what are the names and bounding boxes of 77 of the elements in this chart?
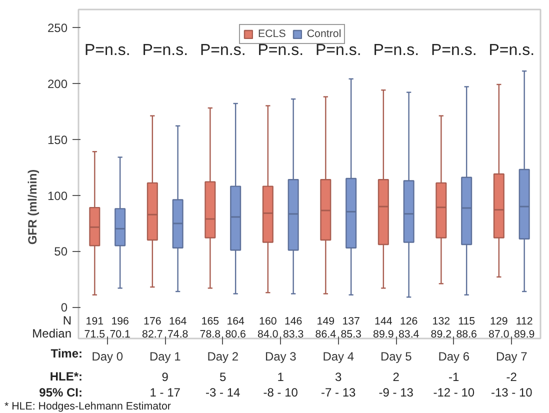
y-tick-label: 250 [47, 20, 68, 35]
x-tick-label: Day 3 [264, 350, 297, 364]
text: -7 - 13 [321, 386, 356, 400]
y-tick-label: 0 [60, 300, 68, 315]
text: 89.2 [430, 328, 452, 340]
text: -8 - 10 [263, 386, 298, 400]
annotation: 196 [111, 316, 130, 328]
text: 1 - 17 [150, 386, 181, 400]
annotation: P=n.s. [373, 42, 420, 59]
text: 85.3 [340, 328, 362, 340]
legend-label: Control [306, 28, 342, 40]
x-axis-title: Time: [50, 346, 83, 360]
annotation: P=n.s. [488, 42, 535, 59]
y-tick-label: 200 [47, 76, 68, 91]
text: 84.0 [258, 328, 278, 340]
annotation: P=n.s. [258, 42, 304, 59]
annotation: P=n.s. [200, 42, 246, 59]
annotation: 146 [284, 316, 302, 328]
text: 89.9 [373, 328, 394, 340]
annotation: 126 [400, 316, 418, 328]
annotation: 191 [86, 316, 104, 328]
annotation: 132 [432, 316, 450, 328]
text: 9 [162, 370, 169, 384]
text: Median [32, 326, 72, 340]
annotation: 149 [316, 316, 335, 328]
annotation: 115 [458, 316, 476, 328]
annotation: P=n.s. [84, 42, 130, 59]
annotation: 144 [374, 316, 392, 328]
annotation: 176 [144, 316, 162, 328]
x-tick-label: Day 1 [149, 350, 182, 364]
annotation: P=n.s. [142, 42, 188, 59]
text: 2 [392, 370, 400, 384]
text: -2 [506, 370, 518, 384]
x-tick-label: Day 0 [92, 350, 124, 364]
text: 82.7 [142, 328, 163, 340]
annotation: 164 [226, 316, 245, 328]
text: * HLE: Hodges-Lehmann Estimator [4, 400, 172, 412]
text: 83.4 [398, 328, 420, 340]
annotation: 164 [168, 316, 187, 328]
text: 95% CI: [39, 386, 83, 400]
annotation: P=n.s. [430, 42, 477, 59]
x-tick-label: Day 5 [380, 350, 412, 364]
annotation: 112 [516, 316, 533, 328]
annotation: 129 [490, 316, 508, 328]
y-tick-label: 150 [47, 132, 68, 147]
text: 88.6 [456, 328, 477, 340]
x-tick-label: Day 2 [207, 350, 239, 364]
annotation: 137 [342, 316, 360, 328]
text: HLE*: [50, 370, 83, 384]
x-tick-label: Day 4 [322, 350, 354, 364]
text: 70.1 [110, 328, 130, 340]
text: -12 - 10 [433, 386, 475, 400]
text: N [62, 314, 72, 328]
text: 80.6 [225, 328, 246, 340]
text: 86.4 [315, 328, 336, 340]
x-tick-label: Day 6 [438, 350, 470, 364]
text: 89.9 [514, 328, 535, 340]
y-axis-title: GFR (ml/min) [25, 169, 40, 245]
text: 87.0 [488, 328, 510, 340]
legend-label: ECLS [258, 28, 286, 40]
text: 83.3 [282, 328, 304, 340]
annotation: 160 [259, 316, 277, 328]
y-tick-label: 50 [54, 244, 68, 259]
text: -13 - 10 [490, 386, 533, 400]
text: 71.5 [84, 328, 106, 340]
text: 1 [277, 370, 284, 384]
text: 74.8 [167, 328, 188, 340]
annotation: 165 [201, 316, 220, 328]
text: -3 - 14 [206, 386, 241, 400]
text: 3 [335, 370, 342, 384]
y-tick-label: 100 [47, 188, 68, 203]
text: 78.8 [200, 328, 221, 340]
x-tick-label: Day 7 [496, 350, 528, 364]
annotation: P=n.s. [315, 42, 362, 59]
text: 5 [220, 370, 227, 384]
text: -9 - 13 [378, 386, 414, 400]
text: -1 [448, 370, 460, 384]
